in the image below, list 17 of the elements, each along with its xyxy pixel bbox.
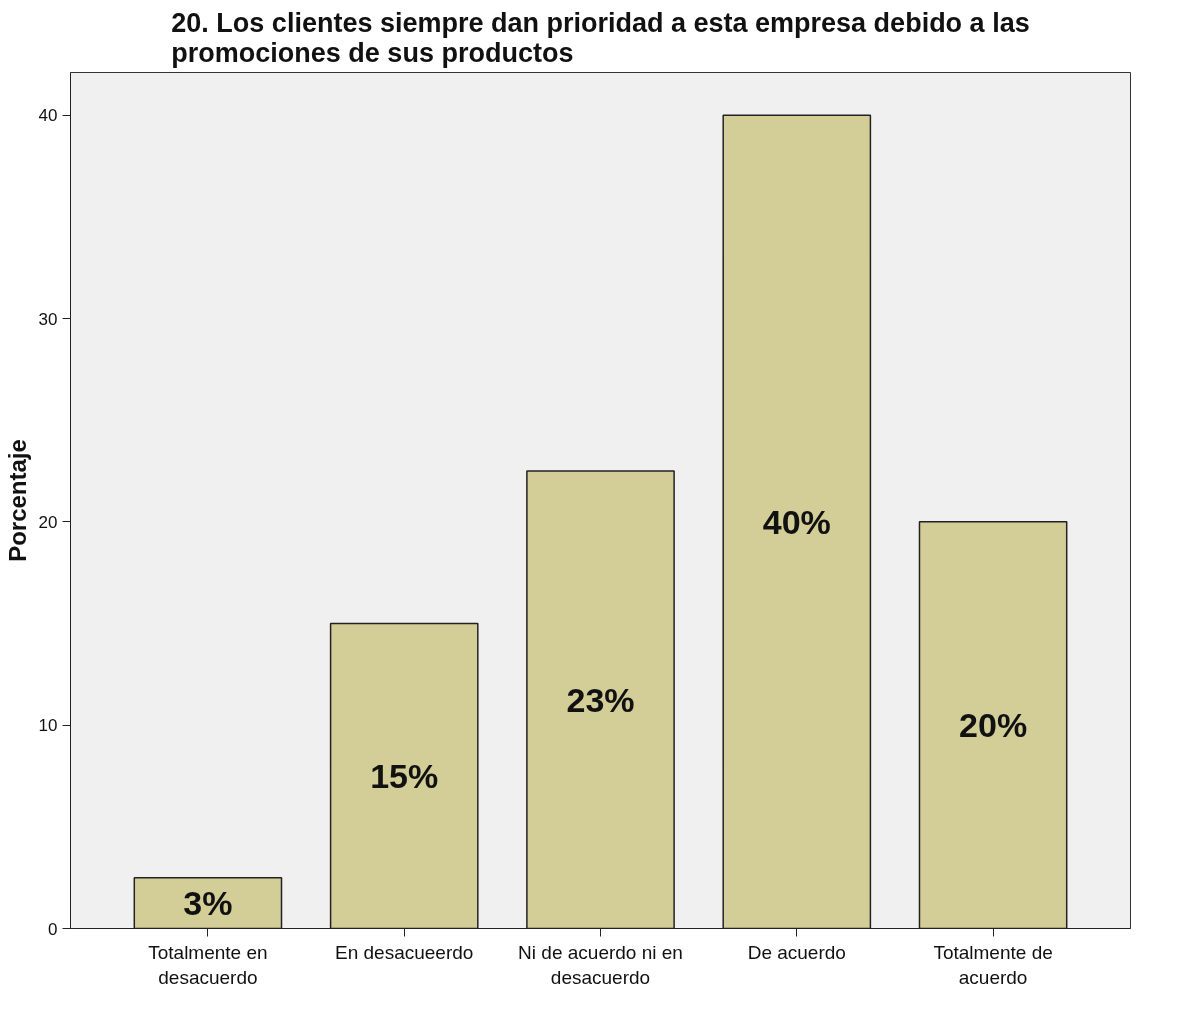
x-tick-label: De acuerdo	[747, 941, 846, 963]
x-tick-label: En desacueerdo	[335, 941, 474, 963]
x-tick-label: Totalmente de acuerdo	[933, 941, 1053, 988]
y-tick-label: 0	[48, 919, 58, 939]
chart-title: 20. Los clientes siempre dan prioridad a esta empresa debido a las promociones de sus productos	[171, 7, 1030, 68]
y-tick-label: 40	[38, 106, 58, 126]
y-tick-label: 20	[38, 512, 58, 532]
data-label: 15%	[370, 757, 439, 796]
data-label: 23%	[566, 680, 635, 719]
x-tick-label: Ni de acuerdo ni en desacuerdo	[518, 941, 683, 988]
data-label: 40%	[762, 502, 831, 541]
y-axis-title: Porcentaje	[3, 439, 31, 562]
data-label: 3%	[183, 884, 233, 923]
data-label: 20%	[959, 706, 1028, 745]
x-tick-label: Totalmente en desacuerdo	[148, 941, 268, 988]
y-tick-label: 30	[38, 309, 58, 329]
y-tick-label: 10	[38, 716, 58, 736]
